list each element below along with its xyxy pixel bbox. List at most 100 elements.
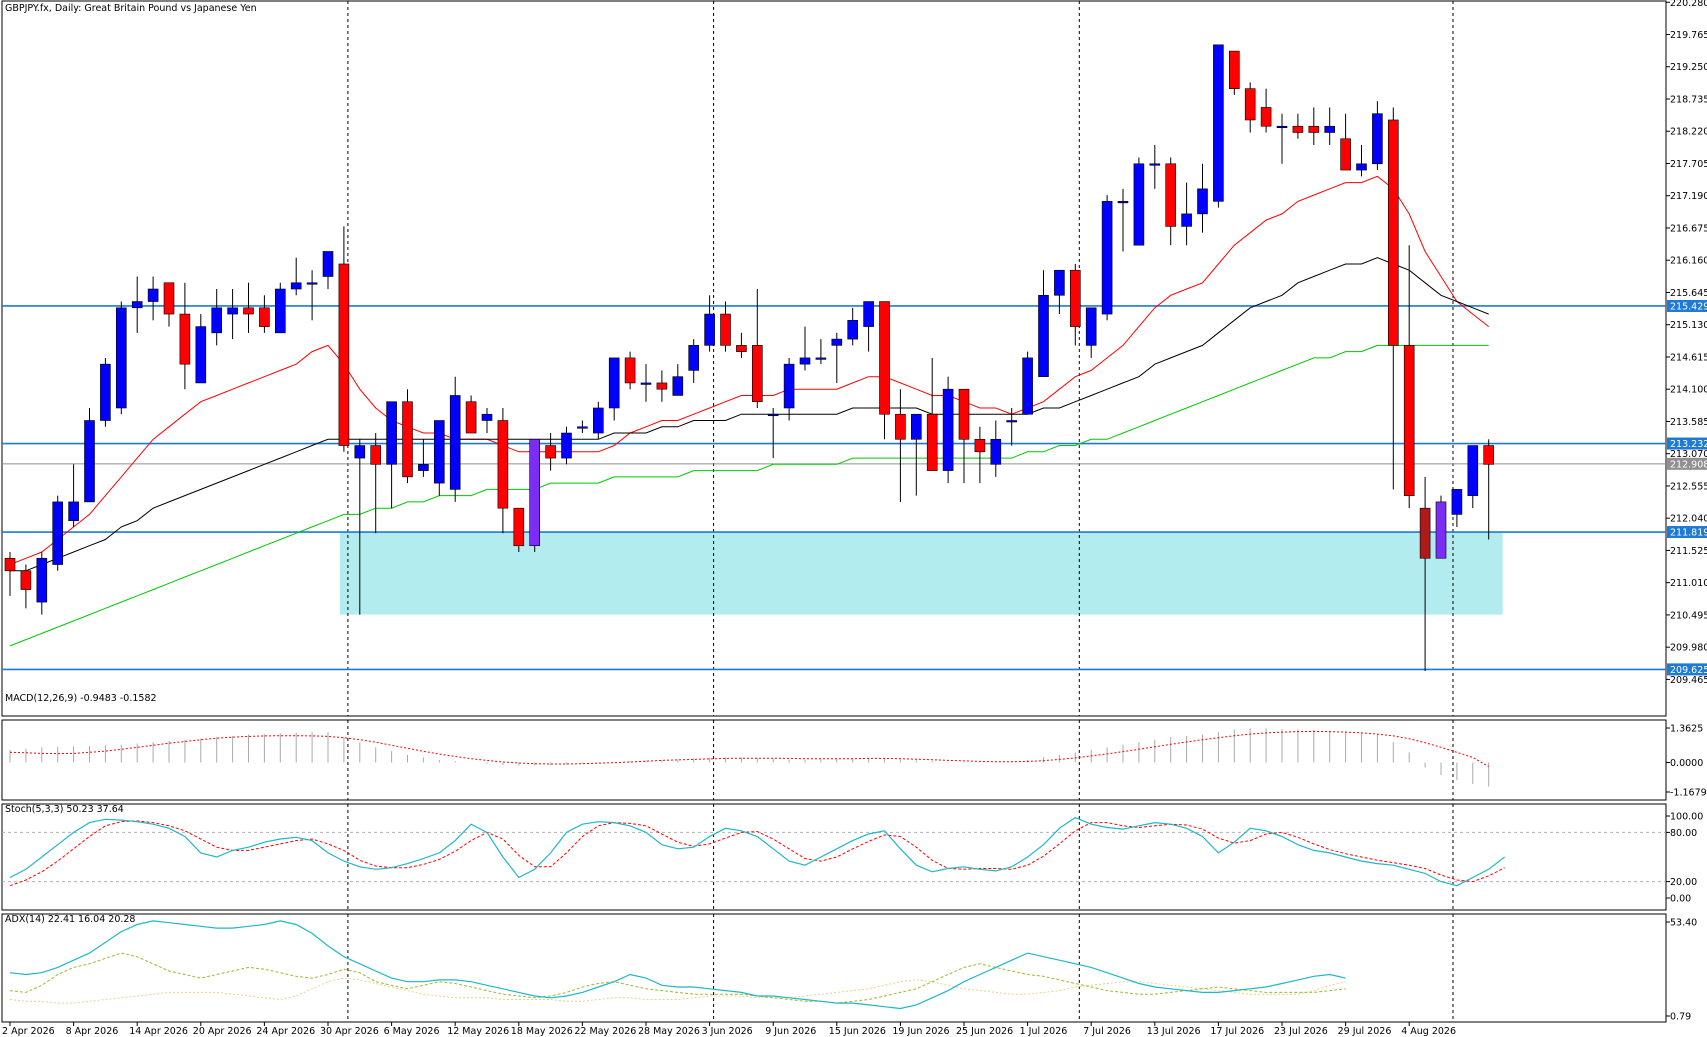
macd-axis-tick-label: 1.3625	[1670, 724, 1703, 735]
candle-body	[36, 557, 48, 603]
level-price-label: 212.908	[1670, 459, 1707, 470]
time-tick-label: 12 May 2026	[447, 1026, 509, 1037]
candle-body	[243, 307, 254, 315]
time-tick-label: 3 Jun 2026	[702, 1026, 753, 1037]
moving-average-slow	[9, 344, 1489, 647]
candle-body	[545, 445, 556, 459]
candle-body	[751, 345, 763, 403]
price-axis-tick-label: 214.100	[1670, 385, 1707, 396]
candle-body	[163, 282, 175, 315]
time-tick-label: 7 Jul 2026	[1083, 1026, 1131, 1037]
time-tick-label: 13 Jul 2026	[1147, 1026, 1201, 1037]
candle-body	[195, 326, 207, 384]
candle-body	[592, 407, 604, 434]
candle-body	[227, 307, 238, 315]
candle-body	[656, 382, 668, 390]
candle-body	[1038, 294, 1049, 377]
price-axis-tick-label: 216.675	[1670, 223, 1707, 234]
price-axis-tick-label: 220.280	[1670, 0, 1707, 9]
candle-body	[1117, 201, 1129, 204]
level-price-label: 215.429	[1670, 301, 1707, 312]
candle-body	[561, 432, 572, 459]
macd-pane[interactable]: 1.3625 0.0000 -1.1679	[1, 719, 1707, 801]
time-tick-label: 20 Apr 2026	[193, 1026, 252, 1037]
time-tick-label: 25 Jun 2026	[956, 1026, 1013, 1037]
candle-body	[1006, 420, 1018, 423]
stoch-axis-tick-label: 100.00	[1670, 812, 1703, 823]
level-price-tag	[1667, 663, 1707, 676]
candle-body	[259, 307, 270, 327]
candle-body	[4, 557, 16, 572]
price-axis-tick-label: 218.735	[1670, 94, 1707, 105]
candle-body	[1181, 213, 1192, 227]
candle-body	[354, 445, 366, 459]
time-tick-label: 6 May 2026	[384, 1026, 440, 1037]
level-price-tag	[1667, 299, 1707, 312]
candle-body	[529, 438, 541, 547]
candle-body	[672, 376, 684, 396]
candle-body	[1149, 163, 1161, 166]
time-tick-label: 17 Jul 2026	[1210, 1026, 1264, 1037]
stoch-signal-line	[9, 820, 1505, 887]
adx-axis-tick-label: 0.79	[1670, 1012, 1691, 1023]
time-tick-label: 2 Apr 2026	[2, 1026, 55, 1037]
level-price-label: 209.625	[1670, 665, 1707, 676]
candle-body	[942, 388, 954, 471]
time-tick-label: 30 Apr 2026	[320, 1026, 379, 1037]
price-axis-tick-label: 217.705	[1670, 159, 1707, 170]
candle-body	[84, 420, 95, 503]
candle-body	[147, 288, 159, 302]
adx-pane[interactable]: 53.40 0.79	[1, 913, 1697, 1023]
time-tick-label: 14 Apr 2026	[129, 1026, 188, 1037]
candle-body	[895, 413, 906, 440]
time-tick-label: 18 May 2026	[511, 1026, 573, 1037]
candle-body	[418, 464, 429, 471]
adx-title: ADX(14) 22.41 16.04 20.28	[5, 914, 135, 925]
candle-body	[386, 401, 397, 465]
window-title: GBPJPY.fx, Daily: Great Britain Pound vs…	[5, 3, 257, 14]
level-price-label: 211.819	[1670, 528, 1707, 539]
stoch-axis-tick-label: 80.00	[1670, 828, 1697, 839]
candle-body	[1435, 501, 1447, 559]
macd-title: MACD(12,26,9) -0.9483 -0.1582	[5, 693, 157, 704]
candle-body	[1340, 138, 1351, 171]
price-axis-tick-label: 213.585	[1670, 417, 1707, 428]
time-tick-label: 22 May 2026	[574, 1026, 636, 1037]
time-tick-label: 29 Jul 2026	[1338, 1026, 1392, 1037]
candle-body	[116, 307, 127, 409]
main-price-pane[interactable]: 220.280 219.765 219.250 218.735 218.220 217.7…	[1, 0, 1707, 717]
price-axis-tick-label: 209.980	[1670, 643, 1707, 654]
candle-body	[1356, 163, 1367, 171]
time-tick-label: 1 Jul 2026	[1020, 1026, 1068, 1037]
candle-body	[799, 357, 811, 365]
candle-body	[322, 251, 334, 277]
adx-main-line	[9, 920, 1346, 1010]
price-axis-tick-label: 212.555	[1670, 481, 1707, 492]
stochastic-pane[interactable]: 100.00 80.00 20.00 0.00	[1, 803, 1703, 911]
candle-body	[879, 301, 890, 415]
candle-body	[1403, 345, 1415, 496]
price-axis-tick-label: 218.220	[1670, 127, 1707, 138]
price-axis-tick-label: 211.525	[1670, 546, 1707, 557]
candle-body	[608, 357, 620, 409]
time-tick-label: 9 Jun 2026	[765, 1026, 816, 1037]
candle-body	[1467, 445, 1479, 496]
candle-body	[1260, 107, 1272, 127]
candle-body	[1372, 113, 1383, 165]
stoch-axis-tick-label: 0.00	[1670, 894, 1691, 905]
macd-axis-tick-label: 0.0000	[1670, 758, 1703, 769]
candle-body	[720, 313, 731, 346]
price-axis-tick-label: 214.615	[1670, 352, 1707, 363]
candle-body	[974, 438, 986, 453]
candle-body	[783, 363, 795, 409]
candle-body	[767, 413, 779, 417]
candle-body	[577, 426, 588, 429]
candle-body	[179, 313, 191, 365]
price-axis-tick-label: 219.765	[1670, 30, 1707, 41]
candle-body	[497, 420, 509, 509]
candle-body	[815, 357, 827, 360]
candle-body	[736, 345, 747, 352]
candle-body	[1324, 125, 1335, 133]
time-tick-label: 4 Aug 2026	[1401, 1026, 1456, 1037]
